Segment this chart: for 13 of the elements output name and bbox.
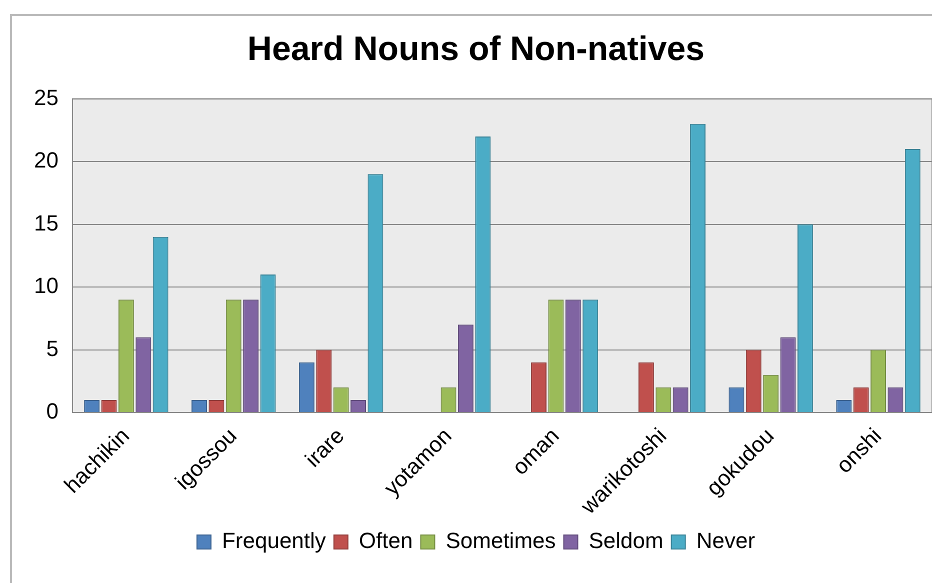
- y-tick-label: 0: [46, 398, 58, 424]
- y-tick-label: 10: [34, 273, 58, 298]
- legend-label: Frequently: [222, 528, 326, 554]
- legend-label: Never: [696, 528, 756, 554]
- chart-title: Heard Nouns of Non-natives: [247, 30, 705, 68]
- legend-label: Seldom: [588, 528, 664, 554]
- y-tick-label: 15: [34, 210, 58, 236]
- y-tick-label: 20: [34, 148, 58, 173]
- y-tick-label: 5: [46, 336, 58, 361]
- legend-label: Often: [358, 528, 413, 554]
- legend-label: Sometimes: [446, 528, 556, 554]
- x-tick-label: irare: [300, 423, 349, 472]
- y-tick-label: 25: [34, 84, 58, 110]
